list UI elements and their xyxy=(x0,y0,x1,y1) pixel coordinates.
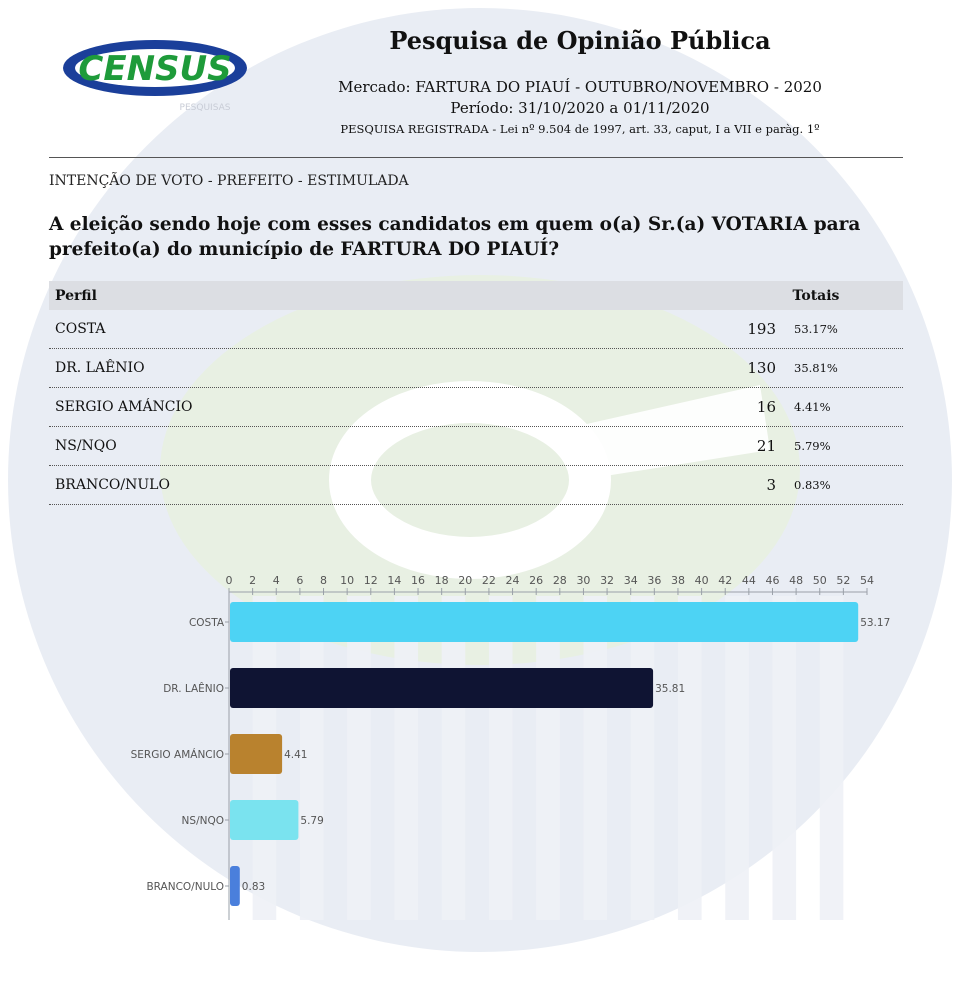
x-tick-label: 38 xyxy=(671,574,685,587)
x-tick-label: 50 xyxy=(813,574,827,587)
grid-stripe xyxy=(347,596,371,920)
col-totais: Totais xyxy=(792,287,840,304)
value-label: 5.79 xyxy=(300,815,323,827)
bar-3 xyxy=(230,800,299,840)
periodo-line: Período: 31/10/2020 a 01/11/2020 xyxy=(450,99,710,117)
row-count: 193 xyxy=(747,320,776,338)
category-label: DR. LAÊNIO xyxy=(163,682,224,695)
x-tick-label: 46 xyxy=(765,574,779,587)
logo-wordmark: CENSUS xyxy=(78,49,231,89)
section-label: INTENÇÃO DE VOTO - PREFEITO - ESTIMULADA xyxy=(49,173,409,189)
vote-intention-bar-chart: 0 2 4 6 8 10 12 14 16 18 20 22 24 26 28 30 32 34 36 38 40 42 4… xyxy=(131,574,890,920)
results-table: Perfil Totais COSTA 193 53.17% DR. LAÊNI… xyxy=(49,281,903,505)
value-label: 0.83 xyxy=(242,881,265,893)
x-tick-label: 52 xyxy=(836,574,850,587)
grid-stripe xyxy=(441,596,466,920)
grid-stripe xyxy=(630,596,655,920)
x-tick-label: 54 xyxy=(860,574,874,587)
row-pct: 35.81% xyxy=(794,361,838,375)
grid-stripe xyxy=(772,596,797,920)
value-label: 53.17 xyxy=(860,617,890,629)
x-tick-label: 28 xyxy=(553,574,567,587)
x-tick-label: 24 xyxy=(506,574,520,587)
row-pct: 4.41% xyxy=(794,400,831,414)
row-name: DR. LAÊNIO xyxy=(55,360,145,376)
grid-stripe xyxy=(725,596,749,920)
table-row: COSTA 193 53.17% xyxy=(49,310,903,349)
row-pct: 5.79% xyxy=(794,439,831,453)
grid-stripe xyxy=(394,596,419,920)
mercado-line: Mercado: FARTURA DO PIAUÍ - OUTUBRO/NOVE… xyxy=(338,78,822,96)
x-tick-label: 30 xyxy=(576,574,590,587)
category-label: SERGIO AMÁNCIO xyxy=(131,748,224,761)
x-tick-label: 18 xyxy=(435,574,449,587)
x-tick-label: 22 xyxy=(482,574,496,587)
x-tick-label: 2 xyxy=(249,574,256,587)
survey-question: A eleição sendo hoje com esses candidato… xyxy=(49,214,861,260)
row-count: 130 xyxy=(747,359,776,377)
row-name: SERGIO AMÁNCIO xyxy=(55,399,193,415)
x-tick-label: 36 xyxy=(647,574,661,587)
bar-0 xyxy=(230,602,859,642)
census-logo: CENSUS PESQUISAS xyxy=(63,40,247,113)
grid-stripe xyxy=(583,596,608,920)
x-tick-label: 8 xyxy=(320,574,327,587)
grid-stripe xyxy=(819,596,844,920)
table-row: BRANCO/NULO 3 0.83% xyxy=(49,466,903,505)
row-count: 16 xyxy=(756,398,776,416)
page-title: Pesquisa de Opinião Pública xyxy=(389,26,771,55)
col-perfil: Perfil xyxy=(55,287,97,304)
header-divider xyxy=(49,157,903,158)
bar-2 xyxy=(230,734,283,774)
registro-line: PESQUISA REGISTRADA - Lei nº 9.504 de 19… xyxy=(340,122,820,136)
x-tick-label: 6 xyxy=(296,574,303,587)
x-tick-label: 20 xyxy=(458,574,472,587)
x-tick-label: 16 xyxy=(411,574,425,587)
x-tick-label: 34 xyxy=(624,574,638,587)
bar-1 xyxy=(230,668,654,708)
row-pct: 0.83% xyxy=(794,478,831,492)
category-label: BRANCO/NULO xyxy=(146,881,224,893)
x-tick-label: 26 xyxy=(529,574,543,587)
grid-stripe xyxy=(536,596,560,920)
x-tick-label: 14 xyxy=(387,574,401,587)
x-tick-label: 32 xyxy=(600,574,614,587)
x-tick-label: 40 xyxy=(695,574,709,587)
grid-stripe xyxy=(677,596,702,920)
table-row: DR. LAÊNIO 130 35.81% xyxy=(49,349,903,388)
row-name: BRANCO/NULO xyxy=(55,477,170,493)
category-label: COSTA xyxy=(189,617,225,629)
logo-subtext: PESQUISAS xyxy=(180,103,231,113)
x-tick-label: 48 xyxy=(789,574,803,587)
row-name: NS/NQO xyxy=(55,438,117,454)
row-count: 3 xyxy=(766,476,776,494)
x-tick-label: 4 xyxy=(273,574,280,587)
table-row: SERGIO AMÁNCIO 16 4.41% xyxy=(49,388,903,427)
row-count: 21 xyxy=(756,437,776,455)
row-name: COSTA xyxy=(55,321,106,337)
x-tick-label: 0 xyxy=(226,574,233,587)
x-tick-label: 44 xyxy=(742,574,756,587)
value-label: 4.41 xyxy=(284,749,307,761)
bar-4 xyxy=(230,866,240,906)
grid-stripe xyxy=(488,596,513,920)
value-label: 35.81 xyxy=(655,683,685,695)
table-row: NS/NQO 21 5.79% xyxy=(49,427,903,466)
row-pct: 53.17% xyxy=(794,322,838,336)
x-tick-label: 42 xyxy=(718,574,732,587)
category-label: NS/NQO xyxy=(182,815,224,827)
x-tick-label: 10 xyxy=(340,574,354,587)
table-header: Perfil Totais xyxy=(49,281,903,310)
x-tick-label: 12 xyxy=(364,574,378,587)
